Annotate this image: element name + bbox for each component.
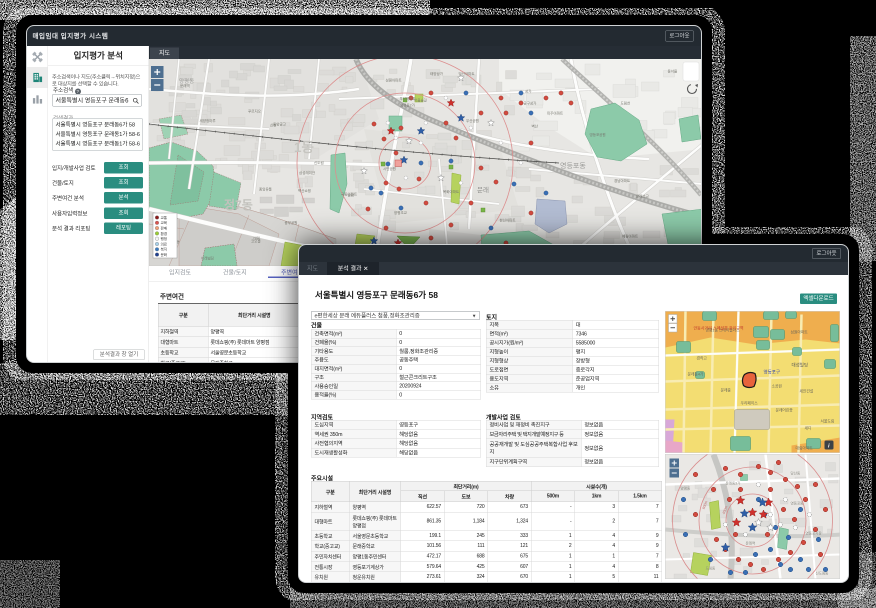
svg-text:영등포시장: 영등포시장	[806, 531, 823, 536]
svg-text:1동: 1동	[294, 140, 314, 155]
svg-text:문화: 문화	[161, 252, 168, 257]
svg-text:중부공원: 중부공원	[285, 220, 298, 225]
svg-text:대림아파트: 대림아파트	[796, 446, 814, 451]
svg-text:i: i	[828, 444, 830, 450]
svg-text:문래: 문래	[477, 185, 489, 194]
svg-text:당산아파트: 당산아파트	[459, 71, 476, 76]
svg-text:도림동: 도림동	[706, 566, 716, 571]
svg-text:삼환: 삼환	[348, 193, 355, 198]
svg-text:신한: 신한	[270, 123, 277, 128]
svg-text:한신아파트: 한신아파트	[500, 218, 517, 223]
svg-text:우성아파트: 우성아파트	[400, 96, 417, 101]
svg-text:신도림: 신도림	[314, 160, 324, 165]
svg-text:400m: 400m	[722, 505, 729, 515]
svg-text:경작고: 경작고	[697, 356, 708, 361]
svg-text:성원아파트: 성원아파트	[791, 330, 809, 335]
svg-text:양평동2가: 양평동2가	[400, 103, 416, 108]
svg-text:양평1동 스테이플러스: 양평1동 스테이플러스	[706, 328, 741, 333]
svg-text:세디: 세디	[805, 426, 812, 431]
svg-text:행정: 행정	[161, 236, 168, 241]
svg-text:동양공고: 동양공고	[273, 122, 287, 127]
svg-text:성원아파트: 성원아파트	[386, 78, 403, 83]
svg-text:서울도림: 서울도림	[821, 419, 835, 424]
svg-text:문래동3가: 문래동3가	[726, 481, 742, 486]
svg-text:극동아파트: 극동아파트	[341, 192, 358, 197]
svg-text:문래역: 문래역	[180, 83, 190, 88]
svg-text:판매: 판매	[161, 226, 168, 231]
svg-text:세양청마루: 세양청마루	[200, 118, 217, 123]
svg-text:양평동: 양평동	[681, 486, 691, 491]
svg-text:이레빌딩: 이레빌딩	[201, 256, 214, 261]
svg-text:공구상가: 공구상가	[524, 101, 538, 106]
svg-text:복지: 복지	[161, 247, 168, 252]
svg-text:문래역: 문래역	[746, 541, 756, 546]
svg-text:문래중: 문래중	[721, 388, 732, 393]
svg-text:벽산: 벽산	[532, 124, 539, 129]
svg-text:영등포공원: 영등포공원	[590, 132, 606, 137]
svg-text:의료: 의료	[161, 241, 168, 246]
svg-text:소공원: 소공원	[772, 384, 783, 389]
svg-text:교통: 교통	[161, 215, 168, 220]
svg-text:중앙유통: 중앙유통	[259, 187, 273, 192]
svg-text:환경: 환경	[161, 231, 168, 236]
svg-text:동서울: 동서울	[668, 69, 678, 74]
svg-text:태양상가: 태양상가	[430, 71, 444, 76]
svg-text:경남아파트: 경남아파트	[614, 178, 631, 183]
svg-text:예림아파트: 예림아파트	[622, 234, 639, 239]
svg-text:영등포구: 영등포구	[764, 369, 781, 376]
svg-text:교육: 교육	[161, 221, 168, 225]
svg-text:서울숲길: 서울숲길	[414, 98, 427, 103]
svg-text:도림천: 도림천	[621, 101, 631, 106]
svg-text:영등포동: 영등포동	[791, 501, 805, 506]
svg-text:문래초교: 문래초교	[636, 194, 650, 199]
svg-text:안동사거리 스페셜경 관리구역: 안동사거리 스페셜경 관리구역	[694, 325, 744, 331]
svg-text:양평동: 양평동	[179, 77, 194, 85]
svg-text:신도림동: 신도림동	[816, 571, 830, 576]
svg-text:문래동4가: 문래동4가	[688, 372, 704, 377]
svg-text:푸르지오: 푸르지오	[248, 109, 262, 114]
svg-text:문래어린증: 문래어린증	[776, 408, 794, 413]
svg-text:코오롱: 코오롱	[251, 239, 261, 244]
svg-text:정7동: 정7동	[224, 197, 253, 212]
svg-text:당산동: 당산동	[791, 471, 801, 476]
svg-text:우산공원: 우산공원	[466, 118, 479, 123]
svg-text:삼성래미안: 삼성래미안	[299, 170, 316, 175]
svg-text:영등포동: 영등포동	[560, 161, 586, 170]
svg-text:800m: 800m	[702, 500, 709, 510]
svg-text:목화아파트: 목화아파트	[443, 189, 460, 194]
svg-text:대성빌딩: 대성빌딩	[792, 362, 809, 369]
svg-text:미주아파트: 미주아파트	[547, 111, 564, 116]
svg-text:시민공원: 시민공원	[383, 166, 396, 171]
svg-text:우리페이스: 우리페이스	[741, 401, 759, 406]
svg-text:양평초교: 양평초교	[394, 210, 408, 215]
svg-text:상가: 상가	[525, 89, 532, 94]
svg-text:세안건설: 세안건설	[800, 389, 814, 394]
svg-text:벽산쇼핑: 벽산쇼핑	[298, 188, 311, 193]
svg-text:대림: 대림	[254, 236, 260, 241]
